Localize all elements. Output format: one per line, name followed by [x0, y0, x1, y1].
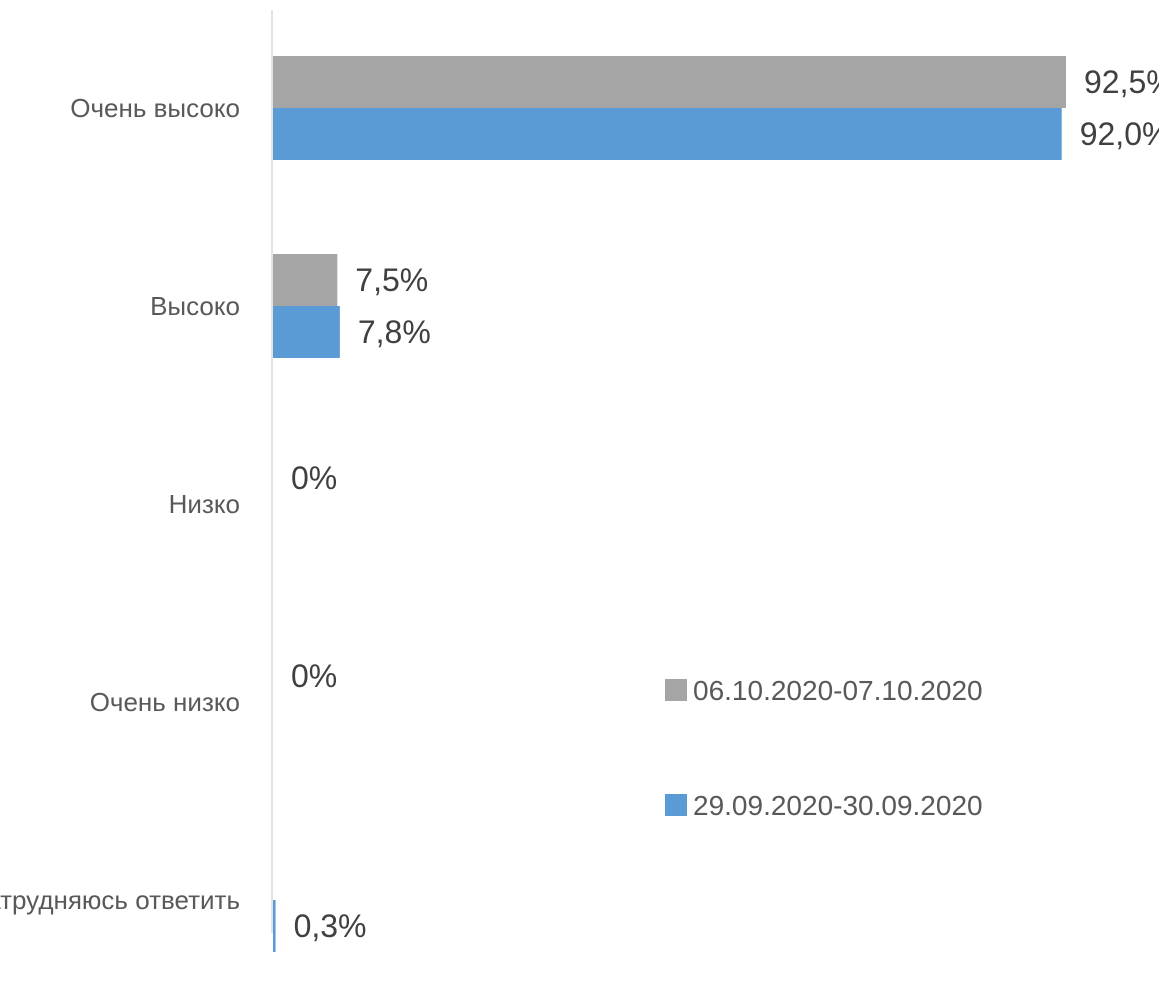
category-label: Очень высоко [70, 93, 240, 123]
legend-swatch [665, 679, 687, 701]
bar [273, 56, 1066, 108]
data-label: 0% [291, 460, 337, 496]
data-label: 7,5% [355, 262, 428, 298]
legend-label: 29.09.2020-30.09.2020 [693, 790, 983, 821]
category-label: Высоко [150, 291, 240, 321]
category-label: Очень низко [90, 687, 240, 717]
bar [273, 900, 276, 952]
data-label: 7,8% [358, 314, 431, 350]
data-label: 92,0% [1080, 116, 1159, 152]
bar [273, 306, 340, 358]
category-label: Низко [169, 489, 240, 519]
data-label: 92,5% [1084, 64, 1159, 100]
bar [273, 254, 338, 306]
legend-label: 06.10.2020-07.10.2020 [693, 675, 983, 706]
legend-swatch [665, 794, 687, 816]
data-label: 0,3% [294, 908, 367, 944]
data-label: 0% [291, 658, 337, 694]
category-label: Затрудняюсь ответить [0, 885, 240, 915]
bar [273, 108, 1062, 160]
